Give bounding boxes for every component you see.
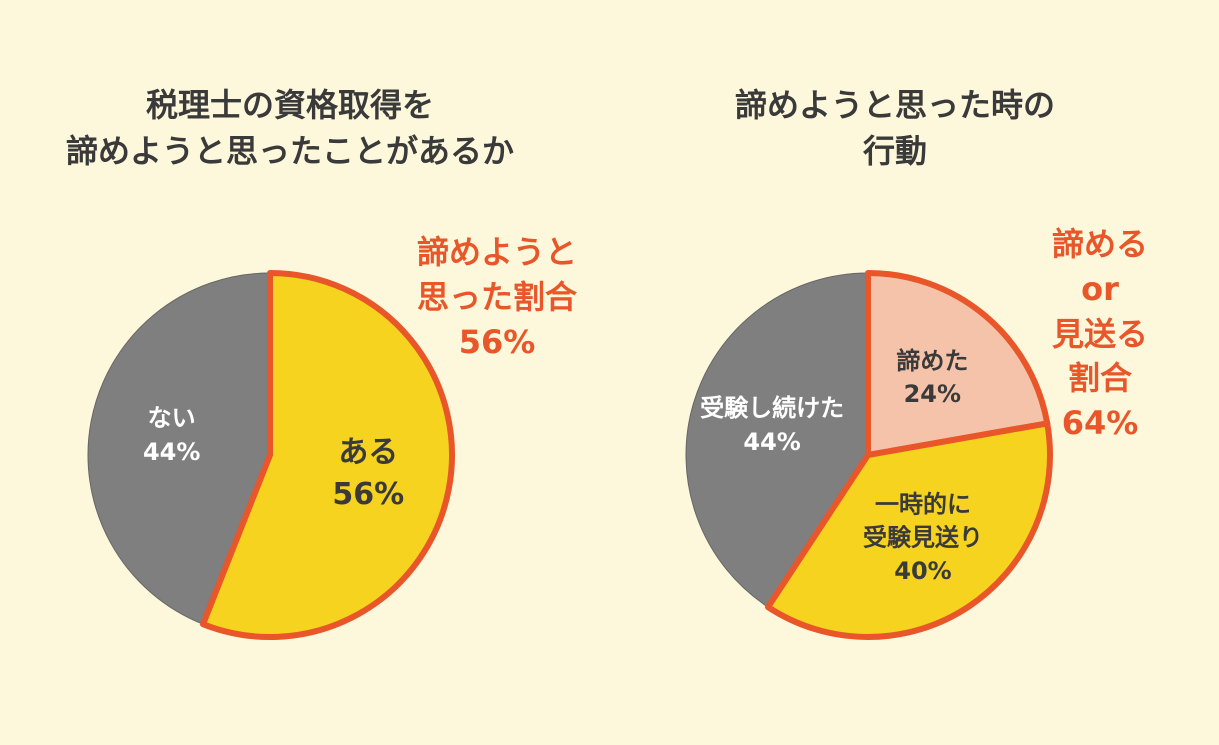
pie-slice <box>200 270 455 640</box>
slice-label: 一時的に 受験見送り <box>863 490 983 552</box>
annotation: 諦めるor 見送る割合 64% <box>1051 225 1148 443</box>
slice-value: 44% <box>743 428 801 457</box>
slice-label: ある <box>338 434 399 470</box>
slice-label: 受験し続けた <box>700 394 845 423</box>
slice-label: 諦めた <box>896 346 969 375</box>
pie-slice <box>87 272 271 625</box>
chart-title: 諦めようと思った時の行動 <box>734 86 1055 171</box>
annotation: 諦めようと 思った割合 56% <box>416 233 578 361</box>
pie-slice <box>764 420 1053 640</box>
slice-value: 44% <box>142 438 201 467</box>
slice-label: ない <box>147 404 196 433</box>
slice-value: 24% <box>903 380 962 409</box>
chart-title: 税理士の資格取得を 諦めようと思ったことがあるか <box>65 86 515 171</box>
slice-value: 40% <box>894 557 952 586</box>
slice-value: 56% <box>332 476 405 512</box>
pie-slice <box>865 270 1051 458</box>
